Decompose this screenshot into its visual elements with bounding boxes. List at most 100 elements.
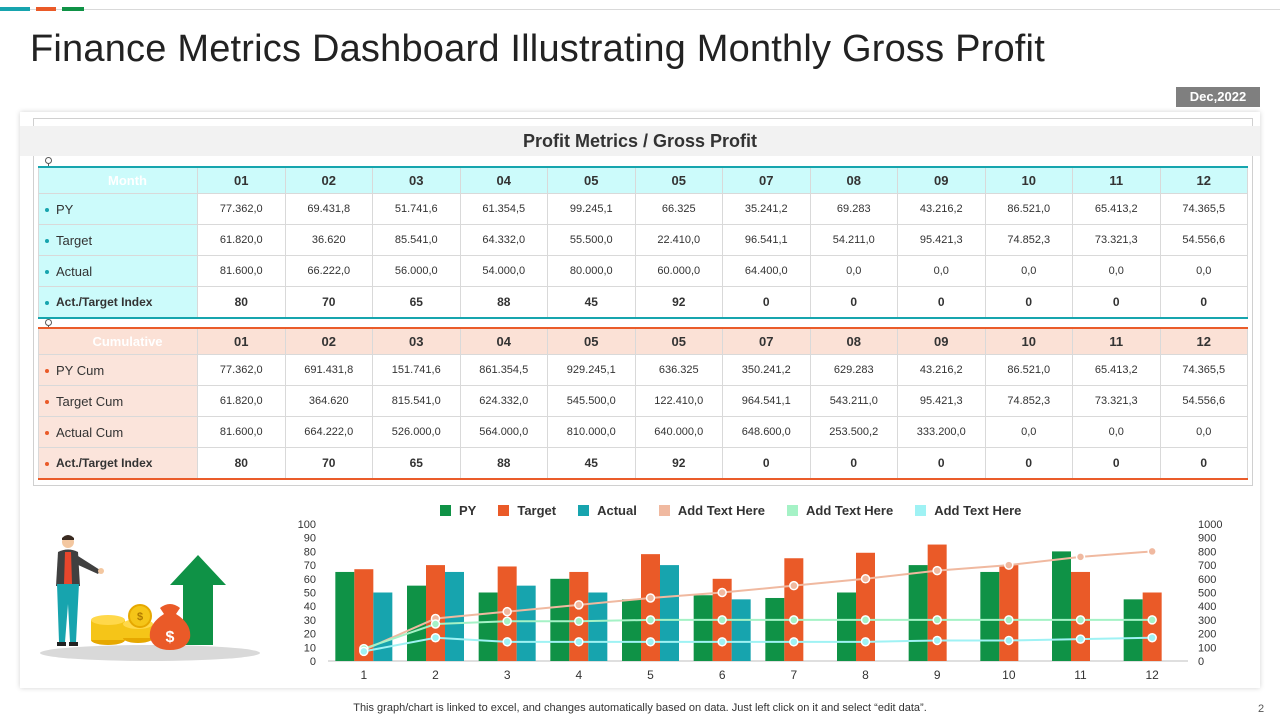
table-cell: 80: [197, 447, 286, 480]
y-left-tick-label: 70: [304, 560, 316, 572]
legend-label: Add Text Here: [806, 503, 894, 518]
table-cell: 65.413,2: [1072, 193, 1161, 225]
x-tick-label: 6: [719, 668, 726, 682]
table-row: PY 77.362,0 69.431,8 51.741,6 61.354,5 99.245…: [38, 193, 1248, 225]
table-cell: 0,0: [1159, 255, 1248, 287]
table-cell: 74.852,3: [984, 385, 1073, 417]
money-bag-icon: $: [149, 604, 191, 650]
bullet-icon: [45, 270, 49, 275]
table-cell: 0: [897, 286, 986, 319]
table-cell: 0: [809, 286, 898, 319]
x-tick-label: 8: [862, 668, 869, 682]
bar-py: [693, 595, 713, 661]
table-cell: 0,0: [984, 255, 1073, 287]
y-left-tick-label: 40: [304, 601, 316, 613]
month-col-header: 10: [984, 327, 1073, 355]
table-cell: 0: [809, 447, 898, 480]
legend-swatch: [915, 505, 927, 516]
table-cell: 80: [197, 286, 286, 319]
legend-item: Actual: [578, 503, 637, 518]
table-cell: 0,0: [1072, 416, 1161, 448]
line-point-1: [574, 600, 584, 610]
month-col-header: 04: [459, 166, 548, 194]
table-cell: 81.600,0: [197, 255, 286, 287]
x-tick-label: 2: [432, 668, 439, 682]
line-point-2: [645, 615, 656, 625]
line-point-2: [574, 616, 584, 627]
table-cell: 95.421,3: [897, 224, 986, 256]
month-col-header: 05: [547, 327, 636, 355]
table-cell: 65: [372, 286, 461, 319]
table-cell: 526.000,0: [372, 416, 461, 448]
x-tick-label: 1: [360, 668, 367, 682]
x-tick-label: 5: [647, 668, 654, 682]
bullet-icon: [45, 208, 49, 213]
month-col-header: 12: [1159, 166, 1248, 194]
month-col-header: 05: [634, 327, 723, 355]
table-cell: 86.521,0: [984, 193, 1073, 225]
monthly-metrics-table: Month 01 02 03 04 05 05 07 08 09 10 11 12 PY 77.362,…: [38, 166, 1248, 319]
line-point-3: [359, 646, 369, 657]
table-cell: 545.500,0: [547, 385, 636, 417]
table-row: Act./Target Index 80 70 65 88 45 92 0 0 0 0 0 0: [38, 447, 1248, 480]
y-right-tick-label: 1000: [1198, 519, 1222, 531]
month-col-header: 07: [722, 327, 811, 355]
y-right-tick-label: 0: [1198, 656, 1204, 668]
bar-target: [927, 544, 947, 661]
line-point-3: [717, 637, 727, 647]
table-cell: 99.245,1: [547, 193, 636, 225]
line-point-1: [645, 593, 656, 603]
table-cell: 624.332,0: [459, 385, 548, 417]
bar-target: [426, 565, 445, 661]
table-cell: 964.541,1: [722, 385, 811, 417]
table-cell: 45: [547, 447, 636, 480]
section-title: Profit Metrics / Gross Profit: [20, 126, 1260, 156]
legend-item: Add Text Here: [787, 503, 893, 518]
bar-py: [765, 597, 785, 661]
table-row: Target 61.820,0 36.620 85.541,0 64.332,0 55.5…: [38, 224, 1248, 256]
table-cell: 70: [284, 286, 373, 319]
table-cell: 74.365,5: [1159, 193, 1248, 225]
table-cell: 0: [722, 286, 811, 319]
table-cell: 69.431,8: [284, 193, 373, 225]
line-point-3: [1075, 634, 1086, 644]
table-cell: 35.241,2: [722, 193, 811, 225]
table-row: Target Cum 61.820,0 364.620 815.541,0 624.33…: [38, 385, 1248, 417]
table-cell: 636.325: [634, 354, 723, 386]
table-cell: 77.362,0: [197, 193, 286, 225]
table-cell: 151.741,6: [372, 354, 461, 386]
table-cell: 80.000,0: [547, 255, 636, 287]
month-col-header: 07: [722, 166, 811, 194]
table-cell: 45: [547, 286, 636, 319]
y-right-tick-label: 300: [1198, 615, 1216, 627]
line-point-2: [430, 619, 441, 629]
row-label-text: Act./Target Index: [56, 456, 153, 470]
table-cell: 0: [1072, 286, 1161, 319]
x-tick-label: 3: [504, 668, 511, 682]
month-col-header: 03: [372, 166, 461, 194]
line-point-1: [1075, 552, 1086, 562]
table-cell: 70: [284, 447, 373, 480]
timeline-dot: [45, 157, 52, 164]
table-cell: 543.211,0: [809, 385, 898, 417]
month-col-header: 12: [1159, 327, 1248, 355]
table-cell: 51.741,6: [372, 193, 461, 225]
row-label-text: PY Cum: [56, 362, 105, 378]
bar-py: [908, 565, 928, 661]
table-cell: 61.354,5: [459, 193, 548, 225]
table-cell: 22.410,0: [634, 224, 723, 256]
table-cell: 81.600,0: [197, 416, 286, 448]
y-right-tick-label: 400: [1198, 601, 1216, 613]
x-tick-label: 10: [1002, 668, 1016, 682]
bullet-icon: [45, 369, 49, 374]
table-cell: 43.216,2: [897, 354, 986, 386]
bullet-icon: [45, 461, 49, 466]
month-col-header: 01: [197, 327, 286, 355]
row-label: Target: [38, 224, 198, 256]
y-left-tick-label: 0: [310, 656, 316, 668]
table-cell: 65.413,2: [1072, 354, 1161, 386]
legend-label: Add Text Here: [677, 503, 766, 518]
table-cell: 0,0: [1072, 255, 1161, 287]
table-cell: 88: [459, 447, 548, 480]
table-cell: 56.000,0: [372, 255, 461, 287]
